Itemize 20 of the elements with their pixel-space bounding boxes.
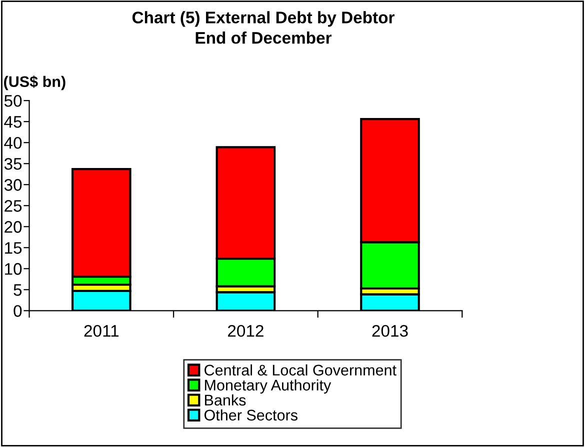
y-tick-label: 25 <box>4 200 22 212</box>
y-tick-label: 45 <box>4 116 22 128</box>
x-tick-label: 2013 <box>372 324 408 337</box>
chart-title: Chart (5) External Debt by Debtor End of December <box>132 11 395 44</box>
y-tick-label: 30 <box>4 179 22 191</box>
legend-label: Monetary Authority <box>205 379 332 394</box>
y-tick-label: 20 <box>4 221 22 233</box>
y-axis-title: (US$ bn) <box>4 76 66 90</box>
y-tick-label: 5 <box>14 284 22 296</box>
y-tick-label: 10 <box>5 263 22 275</box>
y-tick-label: 0 <box>14 305 22 317</box>
legend-label: Other Sectors <box>204 409 298 421</box>
legend-label: Banks <box>205 394 246 406</box>
y-tick-label: 40 <box>4 136 22 149</box>
y-tick-label: 15 <box>5 242 22 254</box>
x-tick-label: 2012 <box>228 324 264 337</box>
y-tick-label: 35 <box>4 158 22 170</box>
y-tick-label: 50 <box>4 94 22 107</box>
legend-label: Central & Local Government <box>204 364 396 376</box>
x-tick-label: 2011 <box>84 324 119 337</box>
